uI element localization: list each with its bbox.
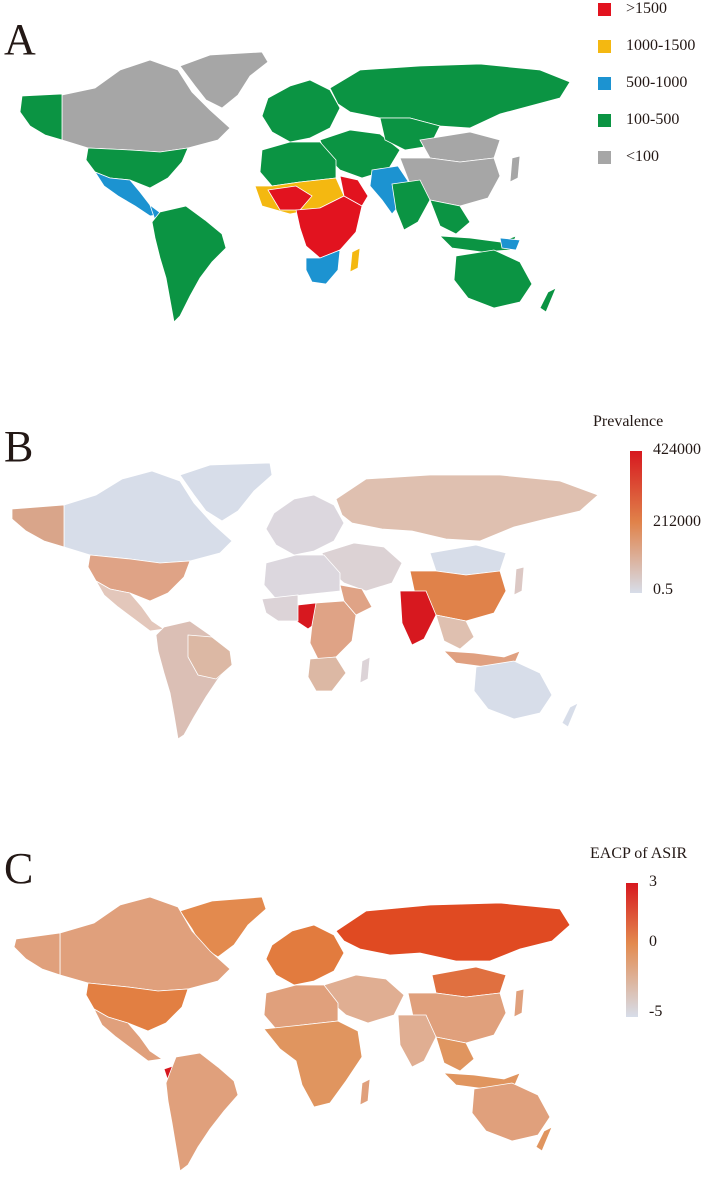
panel-b-label: B — [4, 422, 34, 471]
region-australia — [473, 660, 553, 720]
region-india — [391, 179, 431, 231]
region-europe — [265, 924, 345, 986]
legend-label: >1500 — [626, 0, 668, 17]
region-south-america — [151, 205, 227, 323]
region-madagascar — [359, 656, 371, 684]
region-japan — [513, 988, 525, 1018]
region-madagascar — [349, 247, 361, 273]
region-greenland — [179, 462, 273, 522]
legend-item: <100 — [598, 148, 708, 168]
legend-swatch — [598, 114, 611, 127]
panel-a: A >1500 — [0, 0, 709, 360]
region-mongolia — [431, 966, 507, 998]
region-east-africa — [339, 175, 369, 207]
region-southern-africa — [307, 656, 347, 692]
region-new-zealand — [539, 287, 557, 313]
region-new-zealand — [535, 1126, 553, 1152]
region-russia — [335, 474, 599, 542]
region-alaska — [13, 932, 61, 976]
legend-item: 500-1000 — [598, 74, 708, 94]
region-brazil — [187, 634, 233, 680]
map-b — [11, 462, 599, 740]
legend-label: <100 — [626, 148, 660, 165]
region-mongolia — [429, 544, 507, 576]
legend-label: 500-1000 — [626, 74, 688, 91]
panel-b: B Prevalence 424000 212000 0.5 — [0, 395, 709, 775]
region-central-africa — [309, 600, 357, 660]
region-new-guinea — [499, 237, 521, 251]
map-c — [13, 896, 571, 1172]
region-mexico — [93, 1007, 164, 1062]
legend-item: 1000-1500 — [598, 37, 708, 57]
region-madagascar — [359, 1078, 371, 1106]
region-central-africa — [263, 1020, 363, 1108]
region-new-zealand — [561, 702, 579, 728]
region-southeast-asia — [435, 614, 475, 650]
region-australia — [453, 249, 533, 309]
region-central-africa — [295, 195, 363, 259]
region-south-asia — [397, 1014, 437, 1068]
legend-tick-max: 424000 — [653, 441, 701, 458]
region-alaska — [11, 504, 65, 548]
region-east-africa — [339, 584, 373, 616]
region-europe — [265, 494, 345, 556]
region-greenland — [179, 51, 269, 109]
panel-c: C EACP of ASIR 3 0 -5 — [0, 785, 709, 1180]
region-west-africa — [261, 594, 299, 622]
legend-tick-min: 0.5 — [653, 581, 673, 598]
legend-swatch — [598, 40, 611, 53]
region-southern-africa — [305, 249, 341, 285]
region-usa — [85, 982, 189, 1032]
legend-tick-mid: 0 — [649, 933, 657, 950]
region-japan — [513, 566, 525, 596]
legend-tick-min: -5 — [649, 1003, 663, 1020]
region-russia — [335, 902, 571, 962]
legend-swatch — [598, 151, 611, 164]
legend-title: EACP of ASIR — [590, 845, 688, 862]
region-alaska — [19, 93, 63, 141]
region-north-africa — [263, 554, 341, 600]
region-japan — [509, 155, 521, 183]
panel-a-label: A — [4, 15, 36, 64]
legend-item: >1500 — [598, 0, 708, 20]
legend-item: 100-500 — [598, 111, 708, 131]
map-a — [19, 51, 571, 323]
legend-tick-mid: 212000 — [653, 513, 701, 530]
region-southeast-asia — [435, 1036, 475, 1072]
legend-swatch — [598, 77, 611, 90]
region-europe — [261, 79, 341, 143]
legend-title: Prevalence — [593, 413, 664, 430]
legend-tick-max: 3 — [649, 873, 657, 890]
region-india — [399, 590, 437, 646]
region-south-america — [165, 1052, 239, 1172]
legend-label: 1000-1500 — [626, 37, 696, 54]
legend-label: 100-500 — [626, 111, 680, 128]
legend-swatch — [598, 3, 611, 16]
region-west-africa — [267, 185, 313, 211]
region-southeast-asia — [429, 199, 471, 235]
legend-gradient-bar — [630, 451, 642, 593]
legend-gradient-bar — [626, 883, 638, 1017]
region-australia — [471, 1082, 551, 1142]
region-russia — [329, 63, 571, 129]
panel-c-label: C — [4, 844, 34, 893]
